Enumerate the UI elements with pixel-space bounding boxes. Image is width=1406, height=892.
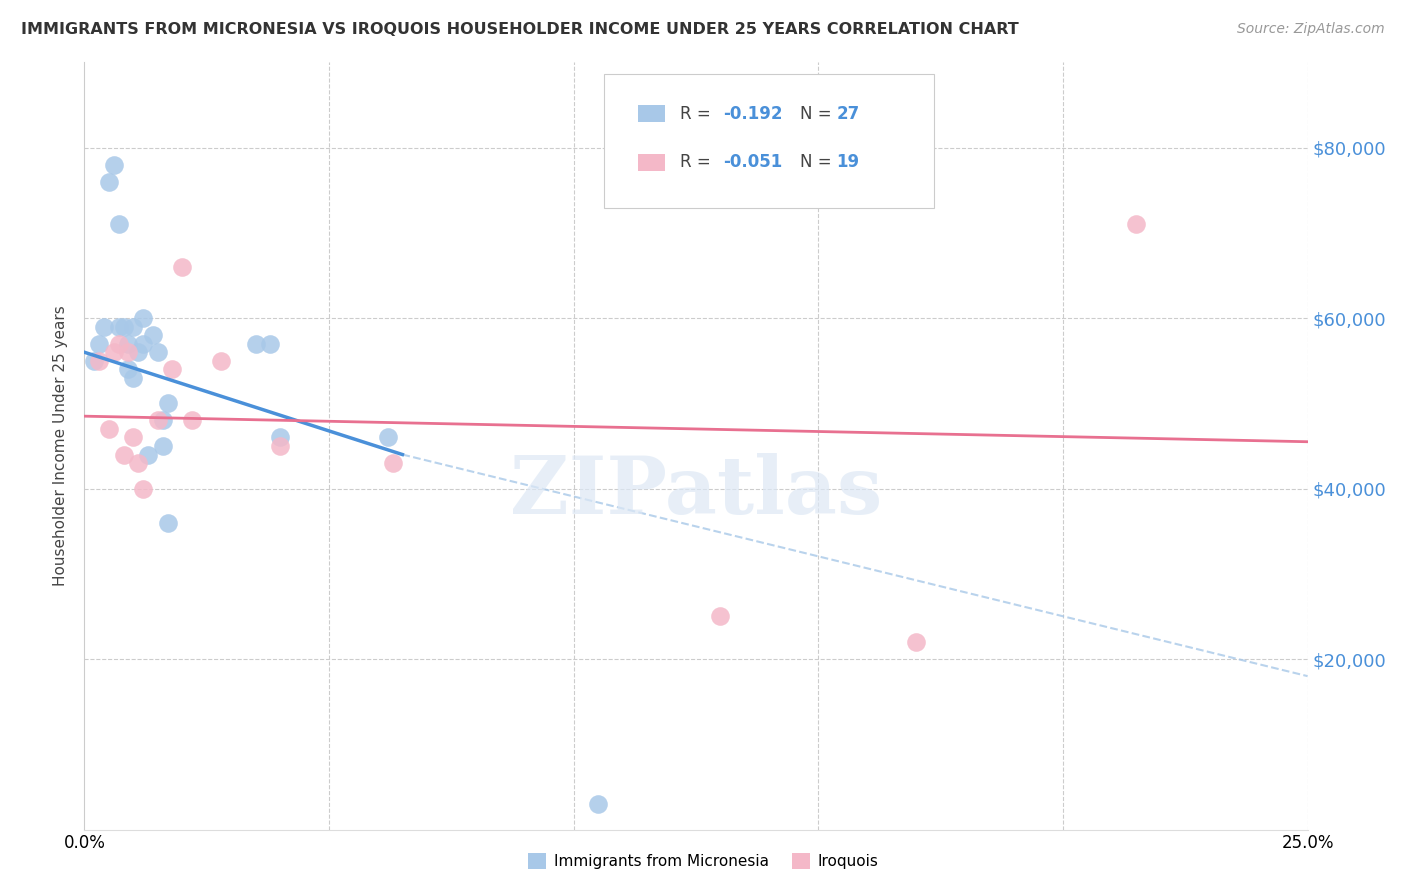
Text: Source: ZipAtlas.com: Source: ZipAtlas.com [1237, 22, 1385, 37]
Point [132, 336, 155, 351]
Point [172, 260, 194, 274]
FancyBboxPatch shape [638, 153, 665, 170]
Point [377, 430, 399, 444]
Y-axis label: Householder Income Under 25 years: Householder Income Under 25 years [53, 306, 69, 586]
Point [117, 362, 139, 376]
Point [122, 371, 145, 385]
Point [181, 413, 204, 427]
FancyBboxPatch shape [605, 74, 935, 208]
Point [156, 516, 179, 530]
Point [97, 175, 120, 189]
Point [156, 396, 179, 410]
Point [107, 336, 129, 351]
Point [122, 430, 145, 444]
Text: -0.192: -0.192 [723, 105, 782, 123]
Point [152, 439, 174, 453]
Point [107, 319, 129, 334]
Point [586, 797, 609, 811]
Point [709, 609, 731, 624]
Text: R =: R = [681, 153, 716, 171]
Point [127, 345, 149, 359]
Point [162, 362, 184, 376]
Point [1125, 218, 1147, 232]
FancyBboxPatch shape [638, 105, 665, 122]
Point [132, 482, 155, 496]
Point [905, 635, 928, 649]
Point [142, 328, 165, 343]
Point [259, 336, 281, 351]
Point [93, 319, 115, 334]
Point [107, 218, 129, 232]
Point [381, 456, 404, 470]
Point [269, 439, 291, 453]
Point [117, 336, 139, 351]
Point [132, 311, 155, 326]
Point [112, 448, 135, 462]
Point [245, 336, 267, 351]
Point [152, 413, 174, 427]
Legend: Immigrants from Micronesia, Iroquois: Immigrants from Micronesia, Iroquois [522, 847, 884, 875]
Point [87, 353, 110, 368]
Text: 19: 19 [837, 153, 859, 171]
Point [103, 158, 125, 172]
Text: N =: N = [800, 153, 837, 171]
Point [117, 345, 139, 359]
Point [127, 456, 149, 470]
Text: 27: 27 [837, 105, 860, 123]
Text: ZIPatlas: ZIPatlas [510, 453, 882, 531]
Point [112, 319, 135, 334]
Point [122, 319, 145, 334]
Point [269, 430, 291, 444]
Point [209, 353, 232, 368]
Point [136, 448, 159, 462]
Point [146, 413, 169, 427]
Point [83, 353, 105, 368]
Point [146, 345, 169, 359]
Point [103, 345, 125, 359]
Text: IMMIGRANTS FROM MICRONESIA VS IROQUOIS HOUSEHOLDER INCOME UNDER 25 YEARS CORRELA: IMMIGRANTS FROM MICRONESIA VS IROQUOIS H… [21, 22, 1019, 37]
Point [97, 422, 120, 436]
Text: R =: R = [681, 105, 716, 123]
Text: N =: N = [800, 105, 837, 123]
Text: -0.051: -0.051 [723, 153, 782, 171]
Point [87, 336, 110, 351]
